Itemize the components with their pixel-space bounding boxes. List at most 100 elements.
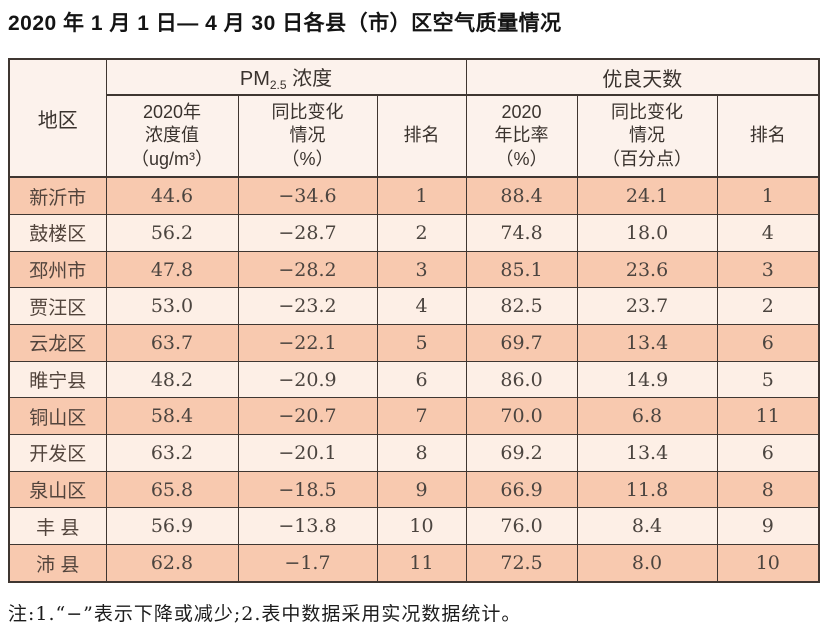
table-row: 睢宁县 48.2 −20.9 6 86.0 14.9 5 bbox=[8, 360, 820, 399]
pm25-change-cell: −20.9 bbox=[237, 360, 378, 399]
pm25-rank-cell: 7 bbox=[376, 397, 467, 436]
col-header-pm25-change: 同比变化 情况 （%） bbox=[237, 94, 378, 179]
col-header-pm25-rank: 排名 bbox=[376, 94, 467, 179]
col-header-good-change: 同比变化 情况 （百分点） bbox=[576, 94, 718, 179]
good-days-rate-cell: 74.8 bbox=[465, 213, 578, 252]
pm25-value-cell: 63.2 bbox=[105, 434, 239, 472]
region-cell: 睢宁县 bbox=[8, 360, 107, 399]
pm25-rank-cell: 3 bbox=[376, 250, 467, 289]
good-days-change-cell: 14.9 bbox=[576, 360, 718, 399]
table-row: 丰 县 56.9 −13.8 10 76.0 8.4 9 bbox=[8, 507, 820, 546]
col-group-pm25: PM2.5 浓度 bbox=[105, 58, 467, 97]
pm25-change-cell: −28.2 bbox=[237, 250, 378, 289]
table-row: 泉山区 65.8 −18.5 9 66.9 11.8 8 bbox=[8, 470, 820, 509]
good-days-rate-cell: 72.5 bbox=[465, 544, 578, 583]
table-body: 新沂市 44.6 −34.6 1 88.4 24.1 1 鼓楼区 56.2 −28.7 2 74.8 1… bbox=[8, 176, 820, 583]
region-cell: 贾汪区 bbox=[8, 287, 107, 326]
pm25-rank-cell: 2 bbox=[376, 213, 467, 252]
footnote: 注:1.“−”表示下降或减少;2.表中数据采用实况数据统计。 bbox=[8, 602, 522, 625]
pm25-rank-cell: 6 bbox=[376, 360, 467, 399]
region-cell: 铜山区 bbox=[8, 397, 107, 436]
good-days-change-cell: 18.0 bbox=[576, 213, 718, 252]
region-cell: 开发区 bbox=[8, 434, 107, 472]
good-days-rank-cell: 3 bbox=[716, 250, 820, 289]
pm25-value-cell: 58.4 bbox=[105, 397, 239, 436]
pm25-value-cell: 56.9 bbox=[105, 507, 239, 546]
col-header-region: 地区 bbox=[8, 58, 107, 179]
pm25-change-cell: −20.7 bbox=[237, 397, 378, 436]
table-row: 鼓楼区 56.2 −28.7 2 74.8 18.0 4 bbox=[8, 213, 820, 252]
good-days-change-cell: 6.8 bbox=[576, 397, 718, 436]
page-title: 2020 年 1 月 1 日— 4 月 30 日各县（市）区空气质量情况 bbox=[8, 12, 562, 35]
good-days-rank-cell: 5 bbox=[716, 360, 820, 399]
pm25-rank-cell: 9 bbox=[376, 470, 467, 509]
good-days-change-cell: 8.4 bbox=[576, 507, 718, 546]
good-days-rate-cell: 69.2 bbox=[465, 434, 578, 472]
good-days-rank-cell: 9 bbox=[716, 507, 820, 546]
col-header-good-rank: 排名 bbox=[716, 94, 820, 179]
good-days-rank-cell: 4 bbox=[716, 213, 820, 252]
pm25-change-cell: −13.8 bbox=[237, 507, 378, 546]
good-days-rate-cell: 85.1 bbox=[465, 250, 578, 289]
good-days-rank-cell: 10 bbox=[716, 544, 820, 583]
good-days-change-cell: 23.6 bbox=[576, 250, 718, 289]
table-row: 开发区 63.2 −20.1 8 69.2 13.4 6 bbox=[8, 434, 820, 472]
region-cell: 新沂市 bbox=[8, 176, 107, 215]
region-cell: 沛 县 bbox=[8, 544, 107, 583]
good-days-change-cell: 13.4 bbox=[576, 324, 718, 362]
col-header-pm25-value: 2020年 浓度值 （ug/m³） bbox=[105, 94, 239, 179]
table-row: 新沂市 44.6 −34.6 1 88.4 24.1 1 bbox=[8, 176, 820, 215]
pm25-value-cell: 53.0 bbox=[105, 287, 239, 326]
pm25-label-subscript: 2.5 bbox=[269, 78, 287, 93]
good-days-rank-cell: 8 bbox=[716, 470, 820, 509]
region-cell: 泉山区 bbox=[8, 470, 107, 509]
good-days-rate-cell: 66.9 bbox=[465, 470, 578, 509]
table-row: 云龙区 63.7 −22.1 5 69.7 13.4 6 bbox=[8, 324, 820, 362]
pm25-label-suffix: 浓度 bbox=[286, 68, 333, 91]
pm25-value-cell: 63.7 bbox=[105, 324, 239, 362]
region-cell: 云龙区 bbox=[8, 324, 107, 362]
pm25-value-cell: 47.8 bbox=[105, 250, 239, 289]
pm25-change-cell: −1.7 bbox=[237, 544, 378, 583]
pm25-rank-cell: 5 bbox=[376, 324, 467, 362]
good-days-rank-cell: 2 bbox=[716, 287, 820, 326]
good-days-rank-cell: 6 bbox=[716, 324, 820, 362]
pm25-change-cell: −20.1 bbox=[237, 434, 378, 472]
good-days-rank-cell: 11 bbox=[716, 397, 820, 436]
pm25-rank-cell: 4 bbox=[376, 287, 467, 326]
pm25-label-prefix: PM bbox=[239, 68, 270, 91]
air-quality-table: 地区 PM2.5 浓度 优良天数 2020年 浓度值 （ug/m³） 同比变化 … bbox=[8, 58, 821, 583]
region-cell: 丰 县 bbox=[8, 507, 107, 546]
good-days-change-cell: 23.7 bbox=[576, 287, 718, 326]
col-group-good-days: 优良天数 bbox=[465, 58, 820, 97]
good-days-change-cell: 13.4 bbox=[576, 434, 718, 472]
table-row: 邳州市 47.8 −28.2 3 85.1 23.6 3 bbox=[8, 250, 820, 289]
header-sub-row: 2020年 浓度值 （ug/m³） 同比变化 情况 （%） 排名 2020 年比… bbox=[9, 94, 820, 179]
table-row: 沛 县 62.8 −1.7 11 72.5 8.0 10 bbox=[8, 544, 820, 583]
pm25-rank-cell: 11 bbox=[376, 544, 467, 583]
pm25-change-cell: −18.5 bbox=[237, 470, 378, 509]
pm25-change-cell: −23.2 bbox=[237, 287, 378, 326]
good-days-rate-cell: 70.0 bbox=[465, 397, 578, 436]
region-cell: 鼓楼区 bbox=[8, 213, 107, 252]
good-days-change-cell: 8.0 bbox=[576, 544, 718, 583]
good-days-change-cell: 24.1 bbox=[576, 176, 718, 215]
col-header-good-rate: 2020 年比率 （%） bbox=[465, 94, 578, 179]
good-days-rate-cell: 86.0 bbox=[465, 360, 578, 399]
good-days-rank-cell: 6 bbox=[716, 434, 820, 472]
good-days-rate-cell: 82.5 bbox=[465, 287, 578, 326]
pm25-change-cell: −34.6 bbox=[237, 176, 378, 215]
table-row: 铜山区 58.4 −20.7 7 70.0 6.8 11 bbox=[8, 397, 820, 436]
pm25-change-cell: −28.7 bbox=[237, 213, 378, 252]
good-days-rate-cell: 69.7 bbox=[465, 324, 578, 362]
pm25-value-cell: 56.2 bbox=[105, 213, 239, 252]
pm25-rank-cell: 8 bbox=[376, 434, 467, 472]
pm25-value-cell: 65.8 bbox=[105, 470, 239, 509]
header-group-row: 地区 PM2.5 浓度 优良天数 bbox=[8, 58, 820, 179]
table-header: 地区 PM2.5 浓度 优良天数 2020年 浓度值 （ug/m³） 同比变化 … bbox=[8, 58, 820, 179]
pm25-value-cell: 44.6 bbox=[105, 176, 239, 215]
pm25-value-cell: 62.8 bbox=[105, 544, 239, 583]
table-row: 贾汪区 53.0 −23.2 4 82.5 23.7 2 bbox=[8, 287, 820, 326]
good-days-rank-cell: 1 bbox=[716, 176, 820, 215]
